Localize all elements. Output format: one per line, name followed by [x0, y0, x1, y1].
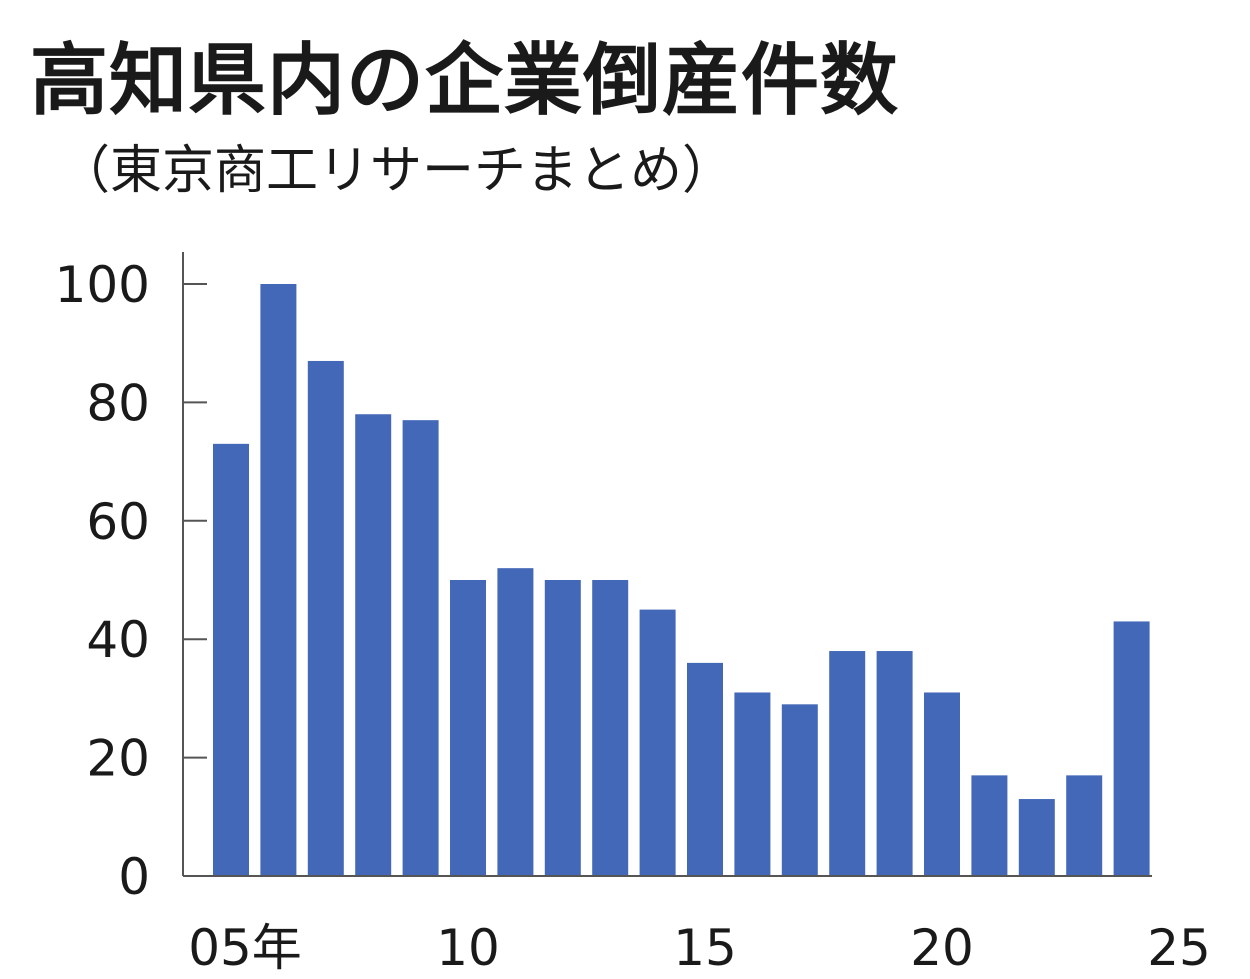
bar-2020	[924, 692, 960, 876]
y-tick-label: 40	[86, 611, 150, 669]
bar-2024	[1113, 621, 1150, 876]
y-tick-label: 100	[55, 256, 150, 314]
bar-2008	[355, 414, 392, 876]
x-tick-label: 25	[1147, 919, 1211, 977]
bar-2019	[876, 651, 913, 876]
x-tick-label: 10	[436, 919, 500, 977]
axes-group	[182, 252, 1152, 877]
bar-2018	[829, 651, 866, 876]
chart-subtitle: （東京商工リサーチまとめ）	[58, 141, 735, 201]
x-tick-label: 20	[910, 919, 974, 977]
bar-2006	[260, 284, 297, 876]
bar-2017	[781, 704, 818, 876]
x-tick-label: 05年	[188, 919, 302, 977]
bar-2022	[1018, 799, 1055, 876]
y-tick-labels: 0 20 40 60 80 100	[55, 256, 150, 906]
bar-2009	[402, 420, 439, 876]
y-tick-label: 20	[86, 730, 150, 788]
bar-2013	[592, 580, 629, 876]
bar-2015	[687, 662, 723, 876]
y-tick-label: 60	[86, 493, 150, 551]
chart-title: 高知県内の企業倒産件数	[30, 36, 900, 126]
x-tick-label: 15	[673, 919, 737, 977]
bar-2021	[971, 775, 1008, 876]
bars-group	[213, 284, 1150, 877]
bar-2012	[544, 580, 581, 876]
bar-2007	[307, 360, 344, 877]
y-tick-label: 80	[86, 374, 150, 432]
bar-2011	[497, 568, 534, 876]
bar-2023	[1066, 775, 1103, 876]
bar-2014	[639, 609, 676, 876]
bar-2005	[213, 443, 249, 876]
x-tick-labels: 05年 10 15 20 25	[188, 919, 1211, 977]
y-tick-label: 0	[118, 848, 150, 906]
bar-2010	[450, 580, 486, 876]
bar-2016	[734, 692, 771, 876]
